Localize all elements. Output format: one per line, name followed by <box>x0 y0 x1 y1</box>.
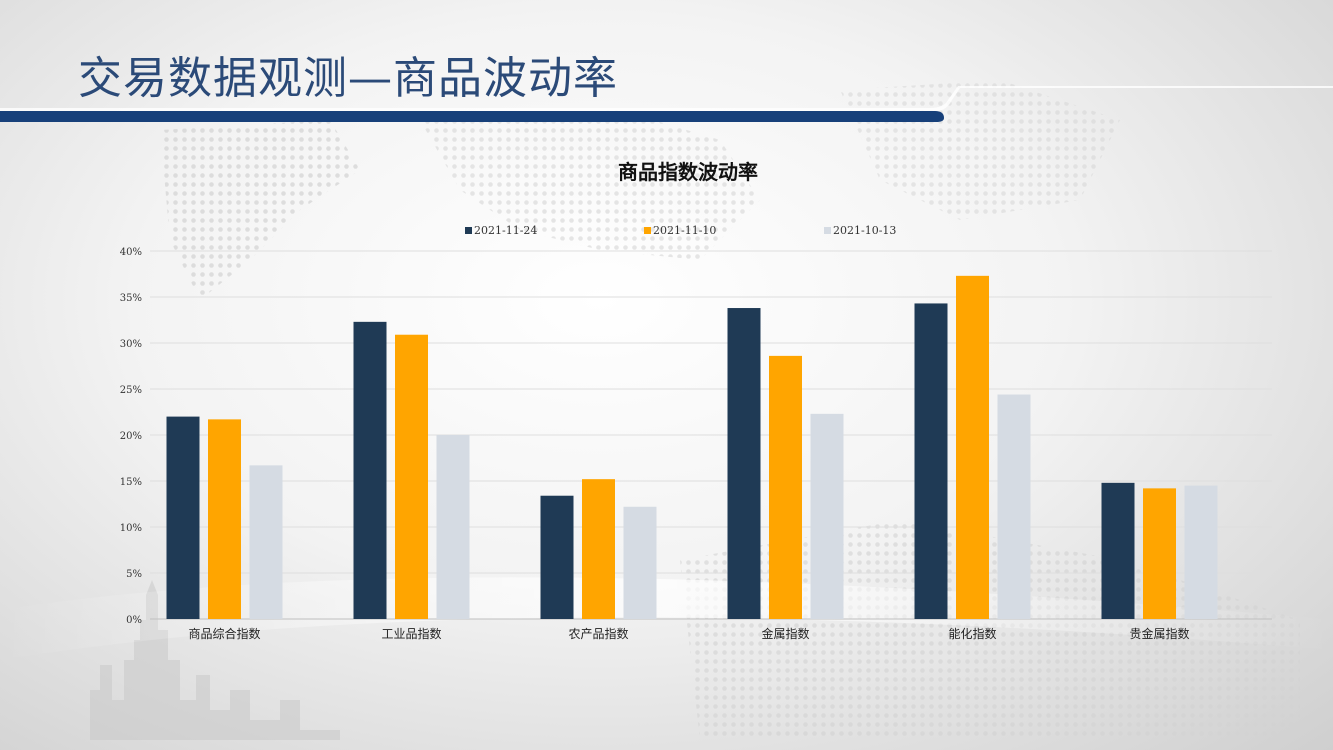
bar-2021-11-24-金属指数 <box>727 308 761 619</box>
bar-2021-10-13-工业品指数 <box>436 435 470 619</box>
legend-swatch <box>465 227 472 234</box>
chart-bars <box>166 275 1218 619</box>
bar-2021-10-13-金属指数 <box>810 413 844 619</box>
y-tick-label: 25% <box>120 385 142 396</box>
bar-2021-11-24-工业品指数 <box>353 321 387 619</box>
x-category-label: 能化指数 <box>948 626 996 641</box>
bar-2021-11-10-贵金属指数 <box>1143 488 1176 619</box>
bar-2021-10-13-商品综合指数 <box>249 465 283 619</box>
title-band <box>0 86 1333 122</box>
map-dots-north <box>420 110 760 260</box>
legend-label: 2021-11-24 <box>474 224 537 237</box>
y-axis-ticks: 0% 5% 10% 15% 20% 25% 30% 35% 40% <box>120 247 142 626</box>
bar-2021-11-10-能化指数 <box>956 275 989 619</box>
bar-2021-10-13-贵金属指数 <box>1184 485 1218 619</box>
y-tick-label: 20% <box>120 431 142 442</box>
title-underline-bar <box>0 111 944 122</box>
bar-2021-11-24-贵金属指数 <box>1101 482 1135 619</box>
x-axis-categories: 商品综合指数 工业品指数 农产品指数 金属指数 能化指数 贵金属指数 <box>188 626 1189 641</box>
chart-legend: 2021-11-24 2021-11-10 2021-10-13 <box>465 224 896 237</box>
x-category-label: 农产品指数 <box>568 626 628 641</box>
chart-gridlines <box>150 250 1272 620</box>
legend-label: 2021-10-13 <box>833 224 896 237</box>
legend-swatch <box>644 227 651 234</box>
map-dots-west <box>160 120 360 300</box>
y-tick-label: 30% <box>120 339 142 350</box>
x-category-label: 工业品指数 <box>381 626 441 641</box>
chart-title: 商品指数波动率 <box>618 160 758 184</box>
y-tick-label: 0% <box>126 615 142 626</box>
bar-2021-11-10-金属指数 <box>769 355 802 619</box>
y-tick-label: 40% <box>120 247 142 258</box>
bar-2021-10-13-能化指数 <box>997 394 1031 619</box>
y-tick-label: 5% <box>126 569 142 580</box>
y-tick-label: 10% <box>120 523 142 534</box>
x-category-label: 金属指数 <box>761 626 809 641</box>
y-tick-label: 15% <box>120 477 142 488</box>
bar-2021-11-10-农产品指数 <box>582 479 615 619</box>
x-category-label: 贵金属指数 <box>1129 626 1189 641</box>
bar-2021-11-10-商品综合指数 <box>208 419 241 619</box>
y-tick-label: 35% <box>120 293 142 304</box>
bar-2021-11-24-商品综合指数 <box>166 416 200 619</box>
legend-label: 2021-11-10 <box>653 224 716 237</box>
bar-2021-11-24-能化指数 <box>914 303 948 619</box>
legend-swatch <box>824 227 831 234</box>
page-title: 交易数据观测—商品波动率 <box>78 53 618 104</box>
bar-2021-10-13-农产品指数 <box>623 506 657 619</box>
x-category-label: 商品综合指数 <box>188 626 260 641</box>
bar-2021-11-10-工业品指数 <box>395 334 428 619</box>
bar-2021-11-24-农产品指数 <box>540 495 574 619</box>
